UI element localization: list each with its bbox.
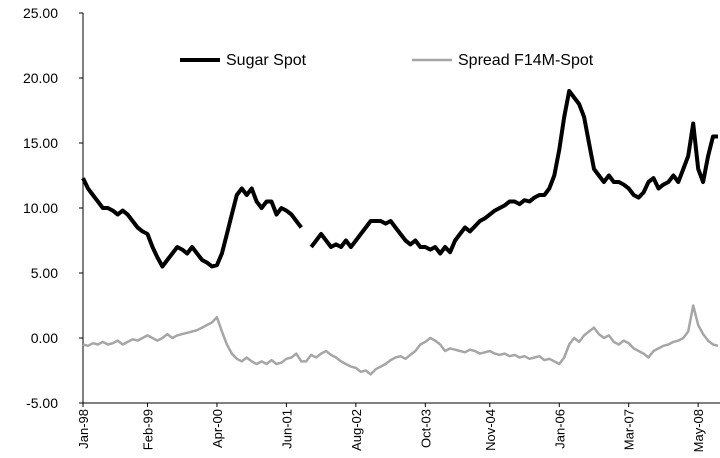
series-line [81,89,718,269]
x-tick-label: Jan-06 [552,409,567,449]
x-tick-label: Nov-04 [483,409,498,451]
y-tick-label: 15.00 [23,135,58,151]
y-tick-label: -5.00 [26,395,58,411]
x-tick-label: Oct-03 [418,409,433,448]
y-tick-label: 0.00 [31,330,58,346]
x-tick-label: Mar-07 [622,409,637,450]
legend-label: Sugar Spot [226,52,307,69]
y-tick-label: 10.00 [23,200,58,216]
legend-label: Spread F14M-Spot [458,52,594,69]
x-tick-label: Jan-98 [76,409,91,449]
x-tick-label: May-08 [691,409,706,452]
x-tick-label: Feb-99 [140,409,155,450]
x-tick-label: Jun-01 [279,409,294,449]
series-line [82,304,719,376]
x-tick-label: Apr-00 [210,409,225,448]
y-tick-label: 5.00 [31,265,58,281]
y-tick-label: 20.00 [23,70,58,86]
x-tick-label: Aug-02 [349,409,364,451]
y-tick-label: 25.00 [23,5,58,21]
